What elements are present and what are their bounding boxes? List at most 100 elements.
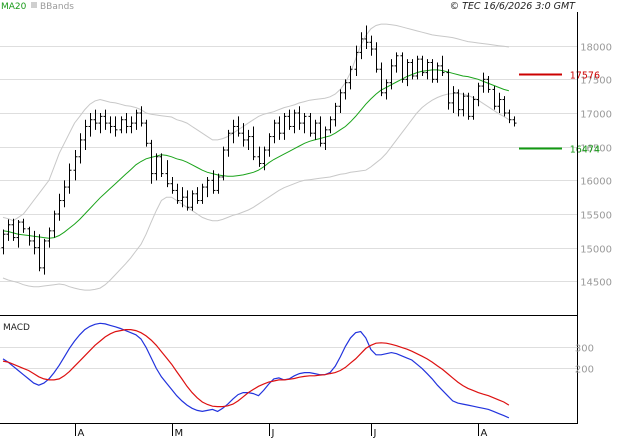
ohlc-bar	[318, 116, 323, 147]
ohlc-bar	[308, 113, 313, 137]
bollinger-bands	[2, 23, 510, 291]
ohlc-bar	[134, 109, 139, 130]
ohlc-bar	[246, 129, 251, 151]
ohlc-bar	[292, 109, 297, 134]
ohlc-bar	[139, 106, 144, 127]
ohlc-bar	[108, 116, 113, 134]
ohlc-bar	[328, 116, 333, 134]
ohlc-bar	[78, 133, 83, 164]
support-label: 16474	[570, 145, 600, 156]
macd-grid	[0, 347, 577, 369]
macd-y-tick-label: 200	[575, 365, 594, 376]
bbands-legend-swatch	[31, 2, 37, 8]
ohlc-bar	[180, 187, 185, 208]
ohlc-bar	[446, 69, 451, 110]
ohlc-bar	[348, 65, 353, 90]
ohlc-bar	[83, 119, 88, 151]
ma20-legend: MA20	[1, 2, 27, 12]
ohlc-bar	[461, 92, 466, 117]
ohlc-bar	[272, 119, 277, 144]
ohlc-bar	[435, 62, 440, 83]
ohlc-bar	[420, 55, 425, 76]
ohlc-bar	[267, 133, 272, 157]
ohlc-bar	[129, 116, 134, 134]
macd-y-axis-labels: 200 300	[575, 344, 594, 376]
ohlc-bar	[440, 55, 445, 76]
ma20-line	[2, 69, 510, 239]
price-grid	[0, 46, 577, 282]
ohlc-bar	[113, 116, 118, 137]
ohlc-bar	[144, 119, 149, 147]
ohlc-bar	[175, 183, 180, 204]
ohlc-bars	[1, 25, 517, 275]
ohlc-bar	[185, 190, 190, 211]
ohlc-bar	[297, 106, 302, 130]
ohlc-bar	[471, 96, 476, 120]
macd-line	[2, 322, 510, 419]
ohlc-bar	[98, 113, 103, 134]
ohlc-bar	[430, 59, 435, 83]
ohlc-bar	[343, 79, 348, 100]
ohlc-bar	[394, 52, 399, 73]
ohlc-bar	[456, 89, 461, 117]
ohlc-bar	[37, 234, 42, 272]
macd-panel-label: MACD	[3, 323, 30, 333]
ohlc-bar	[451, 86, 456, 113]
ohlc-bar	[282, 113, 287, 140]
ohlc-bar	[313, 119, 318, 140]
ohlc-bar	[211, 170, 216, 194]
ohlc-bar	[364, 25, 369, 50]
ohlc-bar	[486, 75, 491, 93]
ohlc-bar	[119, 116, 124, 134]
ohlc-bar	[16, 220, 21, 248]
ohlc-bar	[236, 116, 241, 137]
ohlc-bar	[466, 92, 471, 120]
price-y-axis-labels: 14500 15000 15500 16000 16500 17000 17500 18000	[580, 43, 612, 289]
ohlc-bar	[476, 82, 481, 107]
ohlc-bar	[354, 45, 359, 76]
price-y-tick-label: 18000	[580, 43, 612, 54]
ohlc-bar	[425, 59, 430, 80]
ohlc-bar	[73, 150, 78, 181]
price-y-tick-label: 14500	[580, 278, 612, 289]
ohlc-bar	[512, 116, 517, 127]
bbands-upper-line	[2, 23, 509, 222]
ohlc-bar	[159, 153, 164, 177]
ohlc-bar	[379, 62, 384, 97]
ohlc-bar	[502, 96, 507, 117]
ma20-path	[2, 69, 510, 239]
ohlc-bar	[32, 230, 37, 255]
ohlc-bar	[251, 126, 256, 161]
ohlc-bar	[200, 183, 205, 204]
ohlc-bar	[93, 109, 98, 130]
month-label: J	[271, 428, 275, 439]
ohlc-bar	[323, 126, 328, 151]
ohlc-bar	[302, 113, 307, 134]
ohlc-bar	[359, 32, 364, 60]
macd-y-tick-label: 300	[575, 344, 594, 355]
ohlc-bar	[384, 79, 389, 100]
ohlc-bar	[67, 163, 72, 194]
ohlc-bar	[400, 52, 405, 83]
ohlc-bar	[221, 146, 226, 181]
ohlc-bar	[216, 173, 221, 194]
macd-lines	[2, 322, 510, 419]
price-y-tick-label: 15000	[580, 245, 612, 256]
ohlc-bar	[205, 176, 210, 198]
ohlc-bar	[226, 129, 231, 157]
ohlc-bar	[287, 109, 292, 130]
ohlc-bar	[389, 59, 394, 90]
ohlc-bar	[124, 113, 129, 134]
ohlc-bar	[369, 35, 374, 56]
month-label: M	[175, 428, 184, 439]
ohlc-bar	[481, 72, 486, 93]
price-y-tick-label: 16500	[580, 144, 612, 155]
ohlc-bar	[57, 193, 62, 221]
ohlc-bar	[42, 238, 47, 275]
copyright-text: © TEC 16/6/2026 3:0 GMT	[450, 1, 577, 12]
ohlc-bar	[21, 218, 26, 233]
ohlc-bar	[103, 109, 108, 130]
signal-line	[2, 329, 510, 408]
bbands-lower-line	[2, 93, 510, 291]
